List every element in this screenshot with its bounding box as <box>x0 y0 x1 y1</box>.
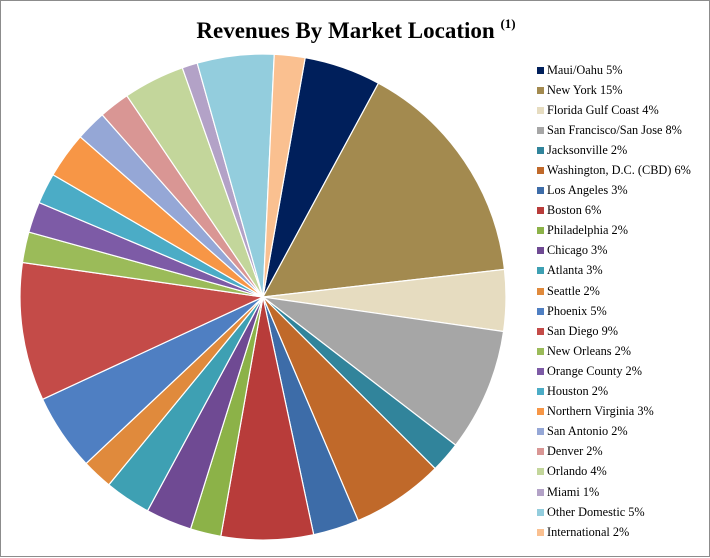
legend-swatch <box>537 508 544 516</box>
legend-swatch <box>537 468 544 476</box>
legend-label: Miami 1% <box>547 484 600 499</box>
legend-swatch <box>537 146 544 154</box>
legend-item-san-francisco-san-jose: San Francisco/San Jose 8% <box>537 120 709 140</box>
legend-swatch <box>537 126 544 134</box>
legend-item-atlanta: Atlanta 3% <box>537 261 709 281</box>
legend-label: Maui/Oahu 5% <box>547 62 623 77</box>
legend-item-miami: Miami 1% <box>537 482 709 502</box>
legend-item-chicago: Chicago 3% <box>537 241 709 261</box>
legend-label: Northern Virginia 3% <box>547 404 654 419</box>
legend-item-jacksonville: Jacksonville 2% <box>537 140 709 160</box>
legend-swatch <box>537 528 544 536</box>
legend-item-houston: Houston 2% <box>537 382 709 402</box>
chart-legend: Maui/Oahu 5% New York 15% Florida Gulf Coa… <box>537 60 709 542</box>
legend-label: Los Angeles 3% <box>547 183 628 198</box>
legend-item-northern-virginia: Northern Virginia 3% <box>537 402 709 422</box>
legend-label: Seattle 2% <box>547 283 600 298</box>
legend-swatch <box>537 408 544 416</box>
legend-item-san-diego: San Diego 9% <box>537 321 709 341</box>
legend-label: Phoenix 5% <box>547 303 607 318</box>
legend-label: Jacksonville 2% <box>547 142 628 157</box>
legend-item-new-york: New York 15% <box>537 80 709 100</box>
legend-label: Other Domestic 5% <box>547 504 645 519</box>
legend-swatch <box>537 106 544 114</box>
legend-label: New York 15% <box>547 82 623 97</box>
legend-label: San Antonio 2% <box>547 424 628 439</box>
legend-item-phoenix: Phoenix 5% <box>537 301 709 321</box>
pie-slice-international <box>262 53 306 298</box>
legend-label: Washington, D.C. (CBD) 6% <box>547 163 691 178</box>
legend-swatch <box>537 327 544 335</box>
legend-item-orlando: Orlando 4% <box>537 462 709 482</box>
legend-item-seattle: Seattle 2% <box>537 281 709 301</box>
legend-label: International 2% <box>547 524 630 539</box>
legend-swatch <box>537 207 544 215</box>
legend-label: Houston 2% <box>547 384 609 399</box>
legend-item-denver: Denver 2% <box>537 442 709 462</box>
legend-item-maui-oahu: Maui/Oahu 5% <box>537 60 709 80</box>
legend-swatch <box>537 267 544 275</box>
legend-swatch <box>537 167 544 175</box>
pie-slice-san-francisco-san-jose <box>260 296 505 446</box>
legend-item-boston: Boston 6% <box>537 201 709 221</box>
legend-item-other-domestic: Other Domestic 5% <box>537 502 709 522</box>
legend-item-florida-gulf-coast: Florida Gulf Coast 4% <box>537 100 709 120</box>
chart-title-footnote: (1) <box>500 16 516 31</box>
chart-title: Revenues By Market Location (1) <box>1 9 710 46</box>
legend-label: San Francisco/San Jose 8% <box>547 122 682 137</box>
legend-swatch <box>537 247 544 255</box>
legend-swatch <box>537 66 544 74</box>
pie-slice-san-diego <box>19 261 266 401</box>
legend-swatch <box>537 227 544 235</box>
legend-label: Denver 2% <box>547 444 603 459</box>
legend-label: Orlando 4% <box>547 464 607 479</box>
legend-swatch <box>537 428 544 436</box>
legend-label: Boston 6% <box>547 203 602 218</box>
legend-swatch <box>537 448 544 456</box>
legend-swatch <box>537 488 544 496</box>
legend-label: Orange County 2% <box>547 363 642 378</box>
legend-item-los-angeles: Los Angeles 3% <box>537 181 709 201</box>
pie-slice-new-york <box>261 82 506 298</box>
legend-label: Florida Gulf Coast 4% <box>547 102 659 117</box>
legend-swatch <box>537 347 544 355</box>
legend-label: Philadelphia 2% <box>547 223 628 238</box>
legend-swatch <box>537 187 544 195</box>
legend-item-washington-d-c-cbd: Washington, D.C. (CBD) 6% <box>537 160 709 180</box>
legend-label: San Diego 9% <box>547 323 619 338</box>
legend-item-philadelphia: Philadelphia 2% <box>537 221 709 241</box>
legend-label: Atlanta 3% <box>547 263 603 278</box>
legend-swatch <box>537 307 544 315</box>
legend-item-international: International 2% <box>537 522 709 542</box>
legend-swatch <box>537 367 544 375</box>
legend-item-new-orleans: New Orleans 2% <box>537 341 709 361</box>
chart-title-text: Revenues By Market Location <box>196 18 495 43</box>
legend-label: New Orleans 2% <box>547 343 632 358</box>
legend-swatch <box>537 287 544 295</box>
legend-label: Chicago 3% <box>547 243 608 258</box>
legend-item-orange-county: Orange County 2% <box>537 361 709 381</box>
legend-item-san-antonio: San Antonio 2% <box>537 422 709 442</box>
legend-swatch <box>537 86 544 94</box>
legend-swatch <box>537 388 544 396</box>
